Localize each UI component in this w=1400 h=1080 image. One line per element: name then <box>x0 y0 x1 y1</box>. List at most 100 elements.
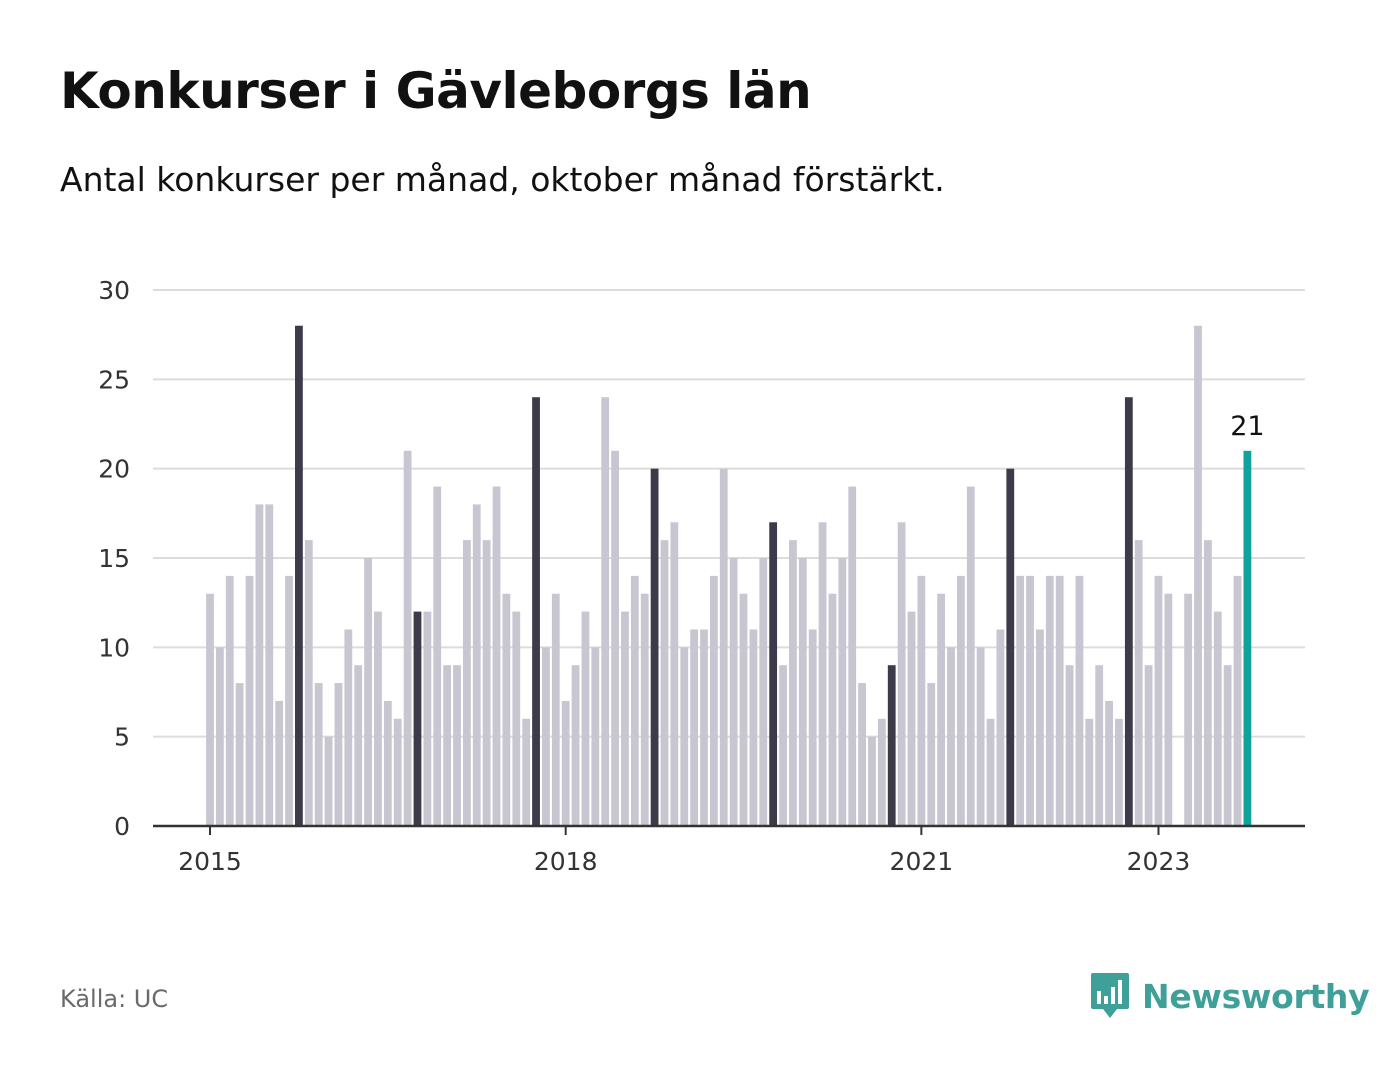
bar <box>601 397 610 826</box>
bar <box>966 486 975 826</box>
bar <box>621 611 629 826</box>
y-tick-label: 10 <box>98 633 130 662</box>
x-tick-label: 2018 <box>534 847 598 876</box>
bar <box>789 540 797 826</box>
bar <box>314 683 323 826</box>
bar <box>700 629 708 826</box>
brand-logo: Newsworthy <box>1090 968 1370 1024</box>
bar <box>492 486 501 826</box>
bar <box>403 450 412 826</box>
bar <box>1154 575 1163 826</box>
bar <box>937 593 946 826</box>
chart-subtitle: Antal konkurser per månad, oktober månad… <box>60 160 945 199</box>
y-tick-label: 5 <box>114 723 130 752</box>
source-note: Källa: UC <box>60 985 169 1013</box>
y-tick-label: 20 <box>98 455 130 484</box>
bar <box>956 575 965 826</box>
bar <box>383 700 392 826</box>
bar-october <box>650 468 659 826</box>
bar <box>354 665 363 826</box>
bar <box>1065 665 1074 826</box>
bars <box>206 325 1252 826</box>
bar <box>1045 575 1054 826</box>
bar <box>522 718 531 826</box>
x-tick-label: 2023 <box>1127 847 1191 876</box>
bar <box>433 486 442 826</box>
bar <box>1233 575 1242 826</box>
bar <box>1036 629 1044 826</box>
bar <box>611 450 619 826</box>
bar <box>1055 575 1064 826</box>
y-tick-label: 0 <box>114 812 130 841</box>
bar <box>1144 665 1153 826</box>
bar <box>858 683 866 826</box>
bar <box>996 629 1005 826</box>
bar <box>374 611 382 826</box>
bar-october <box>413 611 422 826</box>
bar <box>453 665 461 826</box>
data-labels: 21 <box>1230 411 1264 442</box>
bar <box>690 629 699 826</box>
y-tick-label: 25 <box>98 365 130 394</box>
bar <box>502 593 511 826</box>
bar <box>443 665 452 826</box>
bar <box>709 575 718 826</box>
bar <box>1026 575 1034 826</box>
bar <box>265 504 274 826</box>
y-tick-label: 15 <box>98 544 130 573</box>
bar <box>660 540 669 826</box>
bar <box>1203 540 1212 826</box>
bar <box>1134 540 1143 826</box>
bar-october <box>1006 468 1015 826</box>
x-axis-ticks: 2015 2018 2021 2023 <box>178 826 1190 876</box>
bar <box>739 593 748 826</box>
bar <box>680 647 689 826</box>
bar <box>877 718 886 826</box>
bar <box>1213 611 1222 826</box>
bar <box>976 647 985 826</box>
x-tick-label: 2021 <box>890 847 954 876</box>
bar-latest <box>1243 450 1252 826</box>
bar <box>1075 575 1084 826</box>
bar <box>285 575 293 826</box>
bar <box>1223 665 1232 826</box>
bar <box>304 540 313 826</box>
bar <box>1194 325 1202 826</box>
bar-october <box>769 522 778 826</box>
bar <box>561 700 570 826</box>
bar-october <box>1124 397 1133 826</box>
bar <box>640 593 649 826</box>
bar <box>808 629 817 826</box>
bar <box>581 611 590 826</box>
bar-october <box>887 665 896 826</box>
bar <box>542 647 550 826</box>
x-tick-label: 2015 <box>178 847 242 876</box>
bar <box>255 504 264 826</box>
bar <box>1164 593 1173 826</box>
bar <box>364 558 372 826</box>
bar <box>245 575 254 826</box>
bar <box>235 683 244 826</box>
y-tick-label: 30 <box>98 276 130 305</box>
bar <box>393 718 402 826</box>
bar <box>729 558 738 826</box>
bar-chart-speech-bubble-icon <box>1091 973 1129 1018</box>
bar <box>670 522 679 826</box>
bar <box>462 540 471 826</box>
bar <box>798 558 807 826</box>
bar <box>759 558 768 826</box>
bar <box>749 629 758 826</box>
bar <box>1085 718 1094 826</box>
bar <box>206 593 214 826</box>
bar <box>1105 700 1113 826</box>
bar <box>225 575 234 826</box>
bar <box>917 575 926 826</box>
bar <box>719 468 728 826</box>
chart-title: Konkurser i Gävleborgs län <box>60 62 812 120</box>
bar <box>275 700 284 826</box>
bar <box>423 611 432 826</box>
bar <box>482 540 491 826</box>
y-axis-ticks: 0 5 10 15 20 25 30 <box>98 276 130 841</box>
brand-name: Newsworthy <box>1142 976 1370 1016</box>
